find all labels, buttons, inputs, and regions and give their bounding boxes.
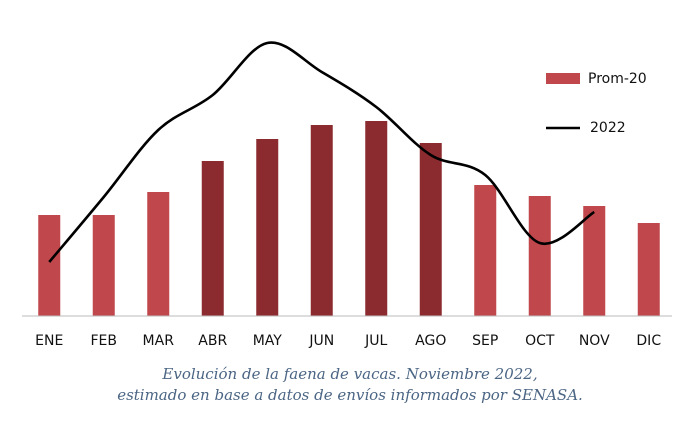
bar	[147, 192, 170, 316]
x-tick-label: JUN	[308, 333, 334, 349]
x-tick-label: ABR	[198, 333, 227, 349]
legend-swatch	[546, 73, 580, 84]
bar	[583, 206, 606, 316]
x-tick-label: FEB	[90, 333, 117, 349]
x-tick-label: DIC	[636, 333, 661, 349]
x-tick-label: MAR	[143, 333, 175, 349]
x-tick-label: JUL	[364, 333, 387, 349]
bar	[310, 125, 333, 316]
x-tick-label: SEP	[472, 333, 498, 349]
bar	[419, 143, 442, 316]
x-tick-label: OCT	[525, 333, 555, 349]
bar	[637, 223, 660, 316]
bar	[365, 121, 388, 316]
x-tick-label: MAY	[253, 333, 283, 349]
bar	[256, 139, 279, 316]
x-tick-label: ENE	[35, 333, 63, 349]
legend-label: Prom-20	[588, 71, 647, 87]
bar	[528, 196, 551, 316]
bar	[38, 215, 61, 316]
x-tick-label: AGO	[415, 333, 446, 349]
line	[48, 41, 595, 263]
bar	[474, 185, 497, 316]
legend-label: 2022	[590, 120, 626, 136]
caption: estimado en base a datos de envíos infor…	[117, 386, 583, 404]
bar	[201, 161, 224, 316]
bar	[92, 215, 115, 316]
x-tick-label: NOV	[579, 333, 610, 349]
caption: Evolución de la faena de vacas. Noviembr…	[161, 365, 537, 383]
